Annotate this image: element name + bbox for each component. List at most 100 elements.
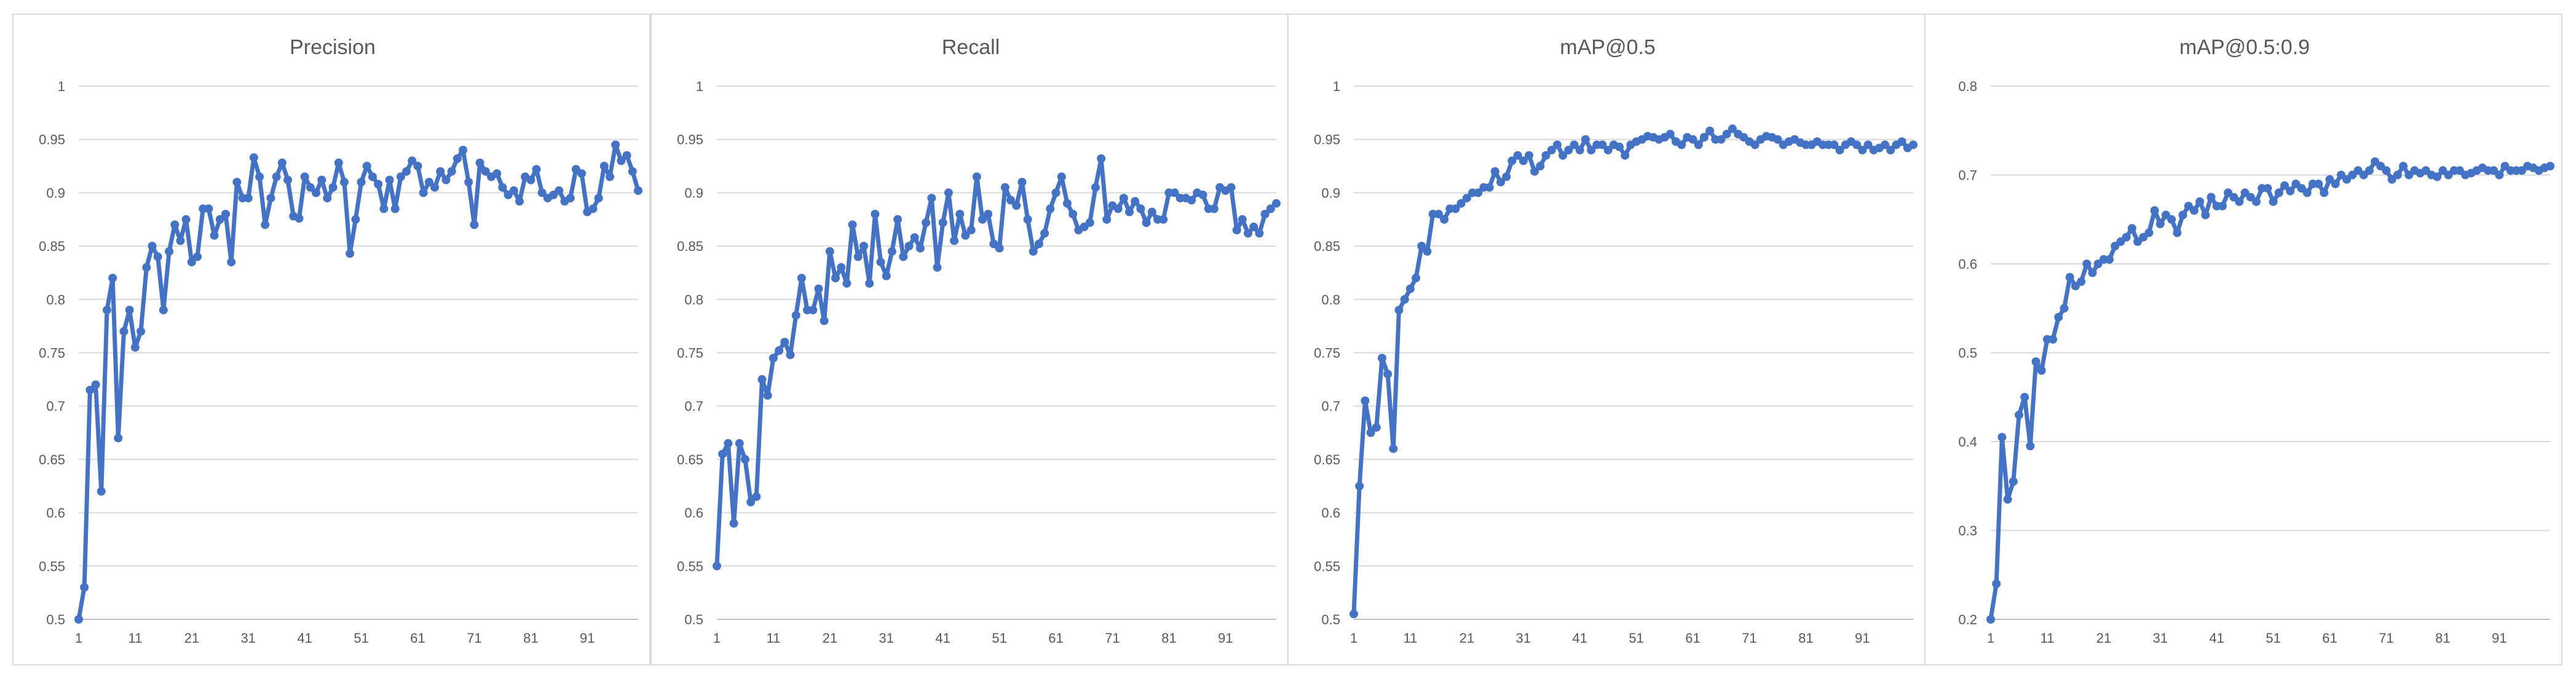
x-tick-label: 1 bbox=[1987, 630, 1994, 646]
data-point bbox=[915, 244, 925, 253]
data-point bbox=[1587, 146, 1596, 154]
data-point bbox=[910, 233, 919, 242]
chart-panel-1: Precision 0.5 0.55 0.6 0.65 0.7 0.75 0.8 0.85 0.9… bbox=[12, 14, 650, 665]
data-point bbox=[1615, 142, 1624, 151]
data-point bbox=[2082, 260, 2092, 268]
data-point bbox=[1564, 146, 1573, 154]
data-point bbox=[1835, 146, 1844, 154]
data-point bbox=[532, 165, 541, 174]
x-tick-label: 81 bbox=[2435, 630, 2450, 646]
data-point bbox=[2546, 162, 2554, 171]
data-point bbox=[396, 172, 405, 181]
data-point bbox=[780, 338, 789, 347]
x-tick-label: 61 bbox=[410, 630, 425, 646]
y-tick-label: 0.8 bbox=[1321, 292, 1340, 308]
data-point bbox=[628, 167, 637, 176]
y-tick-label: 0.5 bbox=[1958, 346, 1977, 361]
data-point bbox=[876, 258, 885, 267]
data-point bbox=[933, 263, 942, 272]
y-tick-label: 0.7 bbox=[1321, 399, 1340, 414]
data-point bbox=[266, 194, 275, 203]
data-point bbox=[2302, 188, 2312, 197]
y-tick-label: 0.8 bbox=[1958, 79, 1977, 94]
data-point bbox=[1249, 222, 1258, 231]
data-point bbox=[334, 158, 343, 167]
data-point bbox=[2399, 162, 2408, 171]
data-point bbox=[1394, 306, 1404, 315]
y-tick-label: 0.85 bbox=[677, 239, 703, 254]
data-point bbox=[2150, 206, 2159, 215]
data-point bbox=[1423, 247, 1432, 256]
data-point bbox=[1142, 218, 1151, 227]
data-point bbox=[1260, 210, 1270, 219]
data-point bbox=[2314, 180, 2323, 188]
data-point bbox=[825, 247, 834, 256]
data-point bbox=[775, 346, 784, 355]
data-point bbox=[1621, 151, 1630, 160]
data-point bbox=[566, 194, 575, 203]
data-point bbox=[1665, 130, 1675, 138]
data-point bbox=[1062, 199, 1072, 208]
data-point bbox=[2286, 186, 2295, 196]
data-point bbox=[374, 180, 383, 189]
chart-panel-4: mAP@0.5:0.9 0.2 0.3 0.4 0.5 0.6 0.7 0.8 1 11 21 31 4… bbox=[1924, 14, 2562, 665]
data-point bbox=[588, 204, 598, 213]
x-tick-label: 91 bbox=[2492, 630, 2507, 646]
data-point bbox=[1349, 610, 1358, 619]
data-point bbox=[1717, 135, 1726, 144]
data-point bbox=[904, 242, 914, 251]
data-point bbox=[887, 247, 896, 256]
y-tick-label: 0.7 bbox=[46, 399, 65, 414]
data-point bbox=[966, 226, 976, 235]
data-point bbox=[577, 169, 587, 178]
data-point bbox=[1412, 274, 1421, 283]
data-point bbox=[1881, 140, 1889, 149]
data-point bbox=[2263, 184, 2272, 193]
data-point bbox=[249, 153, 258, 162]
data-point bbox=[2280, 181, 2289, 190]
data-point bbox=[2331, 180, 2340, 188]
data-point bbox=[1541, 151, 1551, 160]
data-point bbox=[1507, 156, 1517, 165]
data-point bbox=[125, 306, 134, 315]
data-point bbox=[294, 214, 304, 223]
data-point bbox=[2077, 277, 2086, 286]
data-point bbox=[882, 271, 891, 280]
data-point bbox=[1097, 154, 1106, 163]
data-point bbox=[1547, 146, 1556, 154]
data-point bbox=[1992, 579, 2001, 589]
data-point bbox=[1266, 204, 1275, 213]
data-point bbox=[2037, 366, 2046, 375]
data-point bbox=[837, 263, 846, 272]
data-point bbox=[2105, 255, 2114, 264]
y-tick-label: 0.6 bbox=[684, 506, 703, 521]
data-point bbox=[1773, 135, 1782, 144]
data-point bbox=[447, 167, 456, 176]
data-point bbox=[114, 434, 123, 443]
data-point bbox=[2320, 188, 2329, 197]
data-point bbox=[1863, 140, 1873, 149]
data-point bbox=[2201, 210, 2210, 220]
data-point bbox=[176, 236, 185, 245]
data-point bbox=[193, 252, 202, 261]
data-point bbox=[1119, 194, 1128, 203]
data-point bbox=[1006, 196, 1015, 205]
data-point bbox=[243, 194, 253, 203]
data-point bbox=[402, 167, 411, 176]
data-point bbox=[831, 274, 840, 283]
data-point bbox=[159, 306, 168, 315]
data-point bbox=[2060, 304, 2069, 313]
data-point bbox=[1570, 140, 1579, 149]
x-tick-label: 51 bbox=[1629, 630, 1643, 646]
data-point bbox=[1575, 146, 1584, 154]
data-point bbox=[735, 439, 744, 448]
y-tick-label: 1 bbox=[1333, 79, 1340, 94]
x-tick-label: 41 bbox=[2209, 630, 2224, 646]
x-tick-label: 91 bbox=[580, 630, 595, 646]
data-point bbox=[1069, 210, 1078, 219]
y-tick-label: 0.75 bbox=[1314, 346, 1340, 361]
data-point bbox=[74, 615, 83, 624]
data-point bbox=[430, 183, 440, 192]
data-point bbox=[328, 183, 338, 192]
data-point bbox=[2122, 232, 2131, 242]
